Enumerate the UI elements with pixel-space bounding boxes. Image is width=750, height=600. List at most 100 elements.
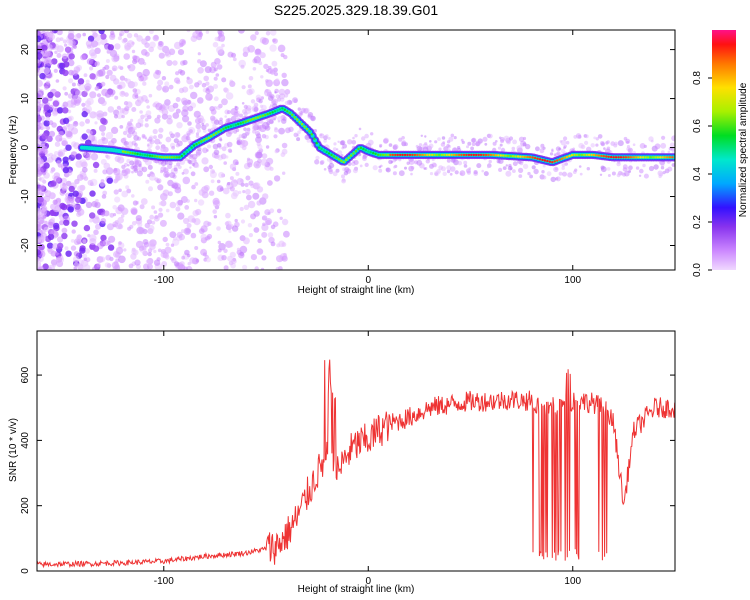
noise-speckle <box>73 266 78 270</box>
noise-speckle <box>276 208 282 214</box>
noise-speckle <box>197 67 204 74</box>
track-speckle <box>549 152 554 156</box>
track-speckle <box>122 130 128 136</box>
track-speckle <box>225 131 232 137</box>
ridge-core-cell <box>644 156 647 159</box>
track-speckle <box>481 169 485 173</box>
track-speckle <box>256 133 262 139</box>
ridge-core-cell <box>313 137 316 140</box>
noise-speckle <box>195 208 202 216</box>
track-speckle <box>495 140 498 143</box>
noise-speckle <box>111 126 119 134</box>
ridge-core-cell <box>308 130 311 133</box>
track-speckle <box>352 168 358 174</box>
noise-speckle <box>99 181 106 187</box>
ridge-core-cell <box>372 151 375 155</box>
ridge-core-cell <box>212 133 215 136</box>
noise-speckle <box>239 206 244 212</box>
track-speckle <box>296 137 301 142</box>
ridge-core-cell <box>291 113 294 117</box>
track-speckle <box>429 172 434 176</box>
track-speckle <box>434 170 440 177</box>
noise-speckle <box>48 130 56 137</box>
noise-speckle <box>269 44 277 52</box>
track-speckle <box>473 170 478 175</box>
ridge-core-cell <box>479 153 483 157</box>
ridge-core-cell <box>477 153 480 157</box>
track-speckle <box>131 170 134 174</box>
track-speckle <box>133 168 139 173</box>
noise-speckle <box>243 204 250 210</box>
noise-speckle <box>281 142 288 149</box>
noise-speckle <box>111 55 119 63</box>
noise-speckle <box>125 185 130 190</box>
noise-speckle <box>38 243 45 251</box>
noise-speckle <box>111 65 118 72</box>
noise-speckle <box>56 53 62 58</box>
noise-speckle <box>157 133 163 139</box>
ridge-core-cell <box>600 154 603 158</box>
noise-speckle <box>216 64 223 70</box>
noise-speckle <box>120 214 125 218</box>
ridge-core-cell <box>413 153 417 157</box>
noise-speckle <box>253 227 260 233</box>
noise-speckle <box>100 212 106 217</box>
track-speckle <box>185 135 191 141</box>
noise-speckle <box>225 92 234 100</box>
track-speckle <box>558 147 562 151</box>
track-speckle <box>434 140 438 144</box>
noise-speckle <box>195 259 200 263</box>
noise-speckle <box>212 209 217 214</box>
noise-speckle <box>172 102 179 109</box>
noise-speckle <box>222 187 230 195</box>
ridge-core-cell <box>190 146 193 149</box>
noise-speckle <box>48 104 54 110</box>
ridge-core-cell <box>227 125 230 129</box>
track-speckle <box>332 147 337 152</box>
track-speckle <box>512 169 516 174</box>
track-speckle <box>269 104 273 107</box>
colorbar-tick-label: 0.2 <box>692 215 703 229</box>
track-speckle <box>210 115 216 121</box>
noise-speckle <box>219 187 224 192</box>
noise-speckle <box>197 59 202 64</box>
track-speckle <box>440 142 446 147</box>
track-speckle <box>284 100 289 106</box>
noise-speckle <box>255 163 259 167</box>
ridge-core-cell <box>352 152 355 155</box>
track-speckle <box>268 118 273 123</box>
noise-speckle <box>84 105 92 113</box>
noise-speckle <box>175 108 181 114</box>
noise-speckle <box>126 32 133 39</box>
track-speckle <box>595 137 599 141</box>
ridge-core-cell <box>403 153 407 157</box>
noise-speckle <box>43 226 50 232</box>
ridge-core-cell <box>516 155 520 158</box>
noise-speckle <box>226 182 231 186</box>
track-speckle <box>551 149 554 153</box>
track-speckle <box>134 143 138 147</box>
noise-speckle <box>225 155 229 159</box>
noise-speckle <box>62 117 70 125</box>
noise-speckle <box>276 243 281 248</box>
noise-speckle <box>98 124 107 132</box>
ridge-core-cell <box>487 153 490 157</box>
noise-speckle <box>140 114 145 120</box>
track-speckle <box>527 171 531 176</box>
noise-speckle <box>47 91 54 99</box>
y-tick-label: 600 <box>20 366 31 383</box>
track-speckle <box>328 169 334 175</box>
noise-speckle <box>61 53 68 60</box>
track-speckle <box>245 131 250 137</box>
noise-speckle <box>179 70 186 76</box>
noise-speckle <box>56 30 63 36</box>
noise-speckle <box>90 153 99 161</box>
noise-speckle <box>47 248 54 255</box>
noise-speckle <box>140 198 148 205</box>
track-speckle <box>134 157 139 162</box>
track-speckle <box>446 165 452 171</box>
noise-speckle <box>67 109 72 114</box>
noise-speckle <box>52 110 58 117</box>
noise-speckle <box>101 132 106 136</box>
track-speckle <box>181 172 185 175</box>
